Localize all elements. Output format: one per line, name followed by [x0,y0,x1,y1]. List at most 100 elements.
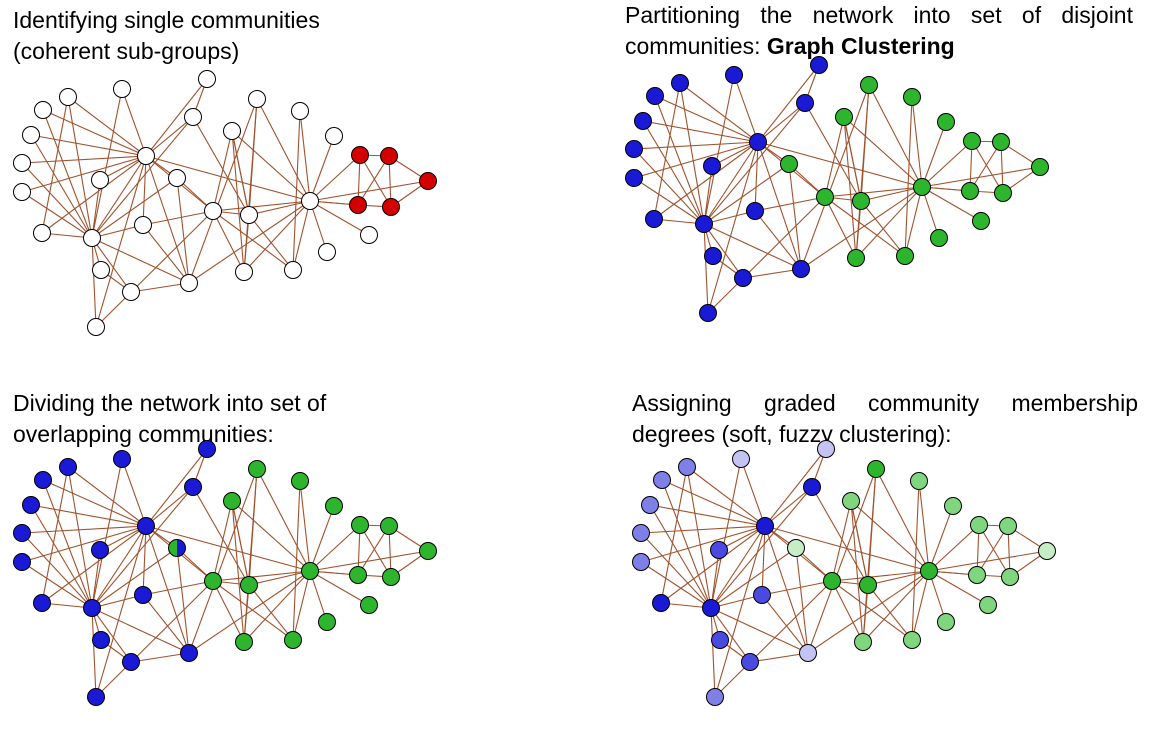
network-edge [703,141,759,225]
network-node [756,517,774,535]
network-edge [91,607,190,654]
network-node [710,541,728,559]
network-edge [714,580,833,698]
edges [633,64,1041,314]
network-node [22,496,40,514]
network-edge [703,74,735,225]
network-node [180,644,198,662]
network-node [92,631,110,649]
network-node [699,304,717,322]
network-node [910,472,928,490]
network-edge [309,524,361,572]
network-edge [21,532,93,609]
network-edge [911,570,930,641]
network-edge [142,580,214,596]
network-node [749,133,767,151]
network-node [702,599,720,617]
network-edge [292,570,311,641]
network-edge [978,524,1011,578]
network-edge [654,95,705,225]
network-node [725,66,743,84]
network-node [961,182,979,200]
network-edge [710,525,766,609]
network-edge [91,237,132,293]
network-edge [212,210,245,273]
network-node [223,492,241,510]
network-edge [807,468,877,654]
network-edge [91,525,147,609]
network-node [137,517,155,535]
network-node [803,478,821,496]
network-edge [850,500,864,643]
network-edge [860,186,923,202]
network-edge [660,466,688,604]
network-node [753,586,771,604]
network-node [634,112,652,130]
network-edge [904,186,923,257]
network-node [59,458,77,476]
network-edge [661,479,766,527]
network-edge [357,155,390,206]
network-edge [710,486,813,609]
network-edge [95,155,147,328]
network-node [646,87,664,105]
network-edge [703,223,709,314]
network-edge [67,96,93,239]
panel-partition [625,56,1049,322]
network-edge [30,504,93,609]
edges [21,78,429,328]
network-node [22,126,40,144]
network-node [970,516,988,534]
network-edge [292,480,301,641]
network-edge [188,468,258,654]
network-edge [703,102,806,225]
network-node [204,572,222,590]
caption-bold-term: Graph Clustering [766,33,955,59]
network-edge [91,607,132,663]
network-edge [309,550,429,572]
network-node [652,594,670,612]
network-node [382,198,400,216]
network-edge [640,561,712,609]
network-node [134,216,152,234]
network-edge [176,547,190,654]
caption-overlapping-communities: Dividing the network into set of overlap… [13,388,573,450]
network-node [963,132,981,150]
network-node [291,472,309,490]
caption-line: Assigning graded community membership [632,390,1138,416]
network-edge [862,468,877,643]
network-node [13,183,31,201]
network-node [113,80,131,98]
network-edge [67,466,93,609]
network-edge [642,120,759,143]
network-node [382,568,400,586]
network-edge [188,200,311,284]
network-edge [703,223,744,279]
network-node [325,497,343,515]
network-edge [256,98,311,202]
network-node [380,147,398,165]
network-edge [804,102,862,202]
network-node [34,101,52,119]
network-edge [91,547,178,609]
network-edge [710,607,716,698]
network-node [625,169,643,187]
network-node [351,146,369,164]
network-node [198,70,216,88]
network-node [816,188,834,206]
network-node [817,440,835,458]
network-edge [707,196,826,314]
network-edge [95,525,147,698]
edges [21,448,429,698]
network-node [349,196,367,214]
nodes [625,56,1049,322]
network-node [34,471,52,489]
network-edge [788,163,802,270]
network-edge [868,84,923,188]
network-edge [142,594,190,654]
network-edge [91,155,147,239]
network-edge [121,88,147,157]
network-edge [359,524,392,578]
network-edge [95,210,214,328]
network-node [248,460,266,478]
